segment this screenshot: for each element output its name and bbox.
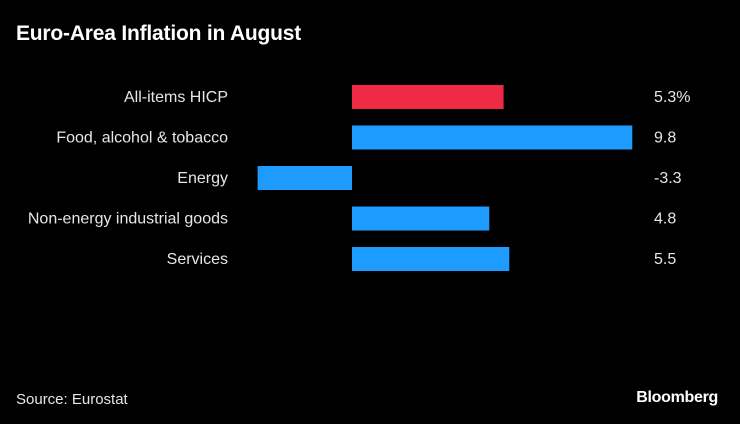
bar — [352, 247, 510, 271]
value-label: 5.5 — [654, 251, 676, 268]
bar — [352, 85, 504, 109]
bloomberg-logo: Bloomberg — [636, 389, 718, 406]
category-label: Energy — [177, 170, 228, 187]
category-label: Non-energy industrial goods — [28, 211, 228, 228]
bar — [352, 125, 633, 150]
category-label: Food, alcohol & tobacco — [56, 130, 228, 147]
value-label: 5.3% — [654, 89, 690, 106]
category-label: All-items HICP — [124, 89, 228, 106]
category-label: Services — [167, 251, 228, 268]
bar-chart: All-items HICP 5.3% Food, alcohol & tobacc… — [28, 85, 690, 271]
value-label: 4.8 — [654, 211, 676, 228]
chart-title: Euro-Area Inflation in August — [16, 22, 302, 45]
value-label: -3.3 — [654, 170, 682, 187]
bar — [257, 166, 352, 190]
bar — [352, 206, 490, 231]
source-note: Source: Eurostat — [16, 391, 128, 408]
value-label: 9.8 — [654, 130, 676, 147]
